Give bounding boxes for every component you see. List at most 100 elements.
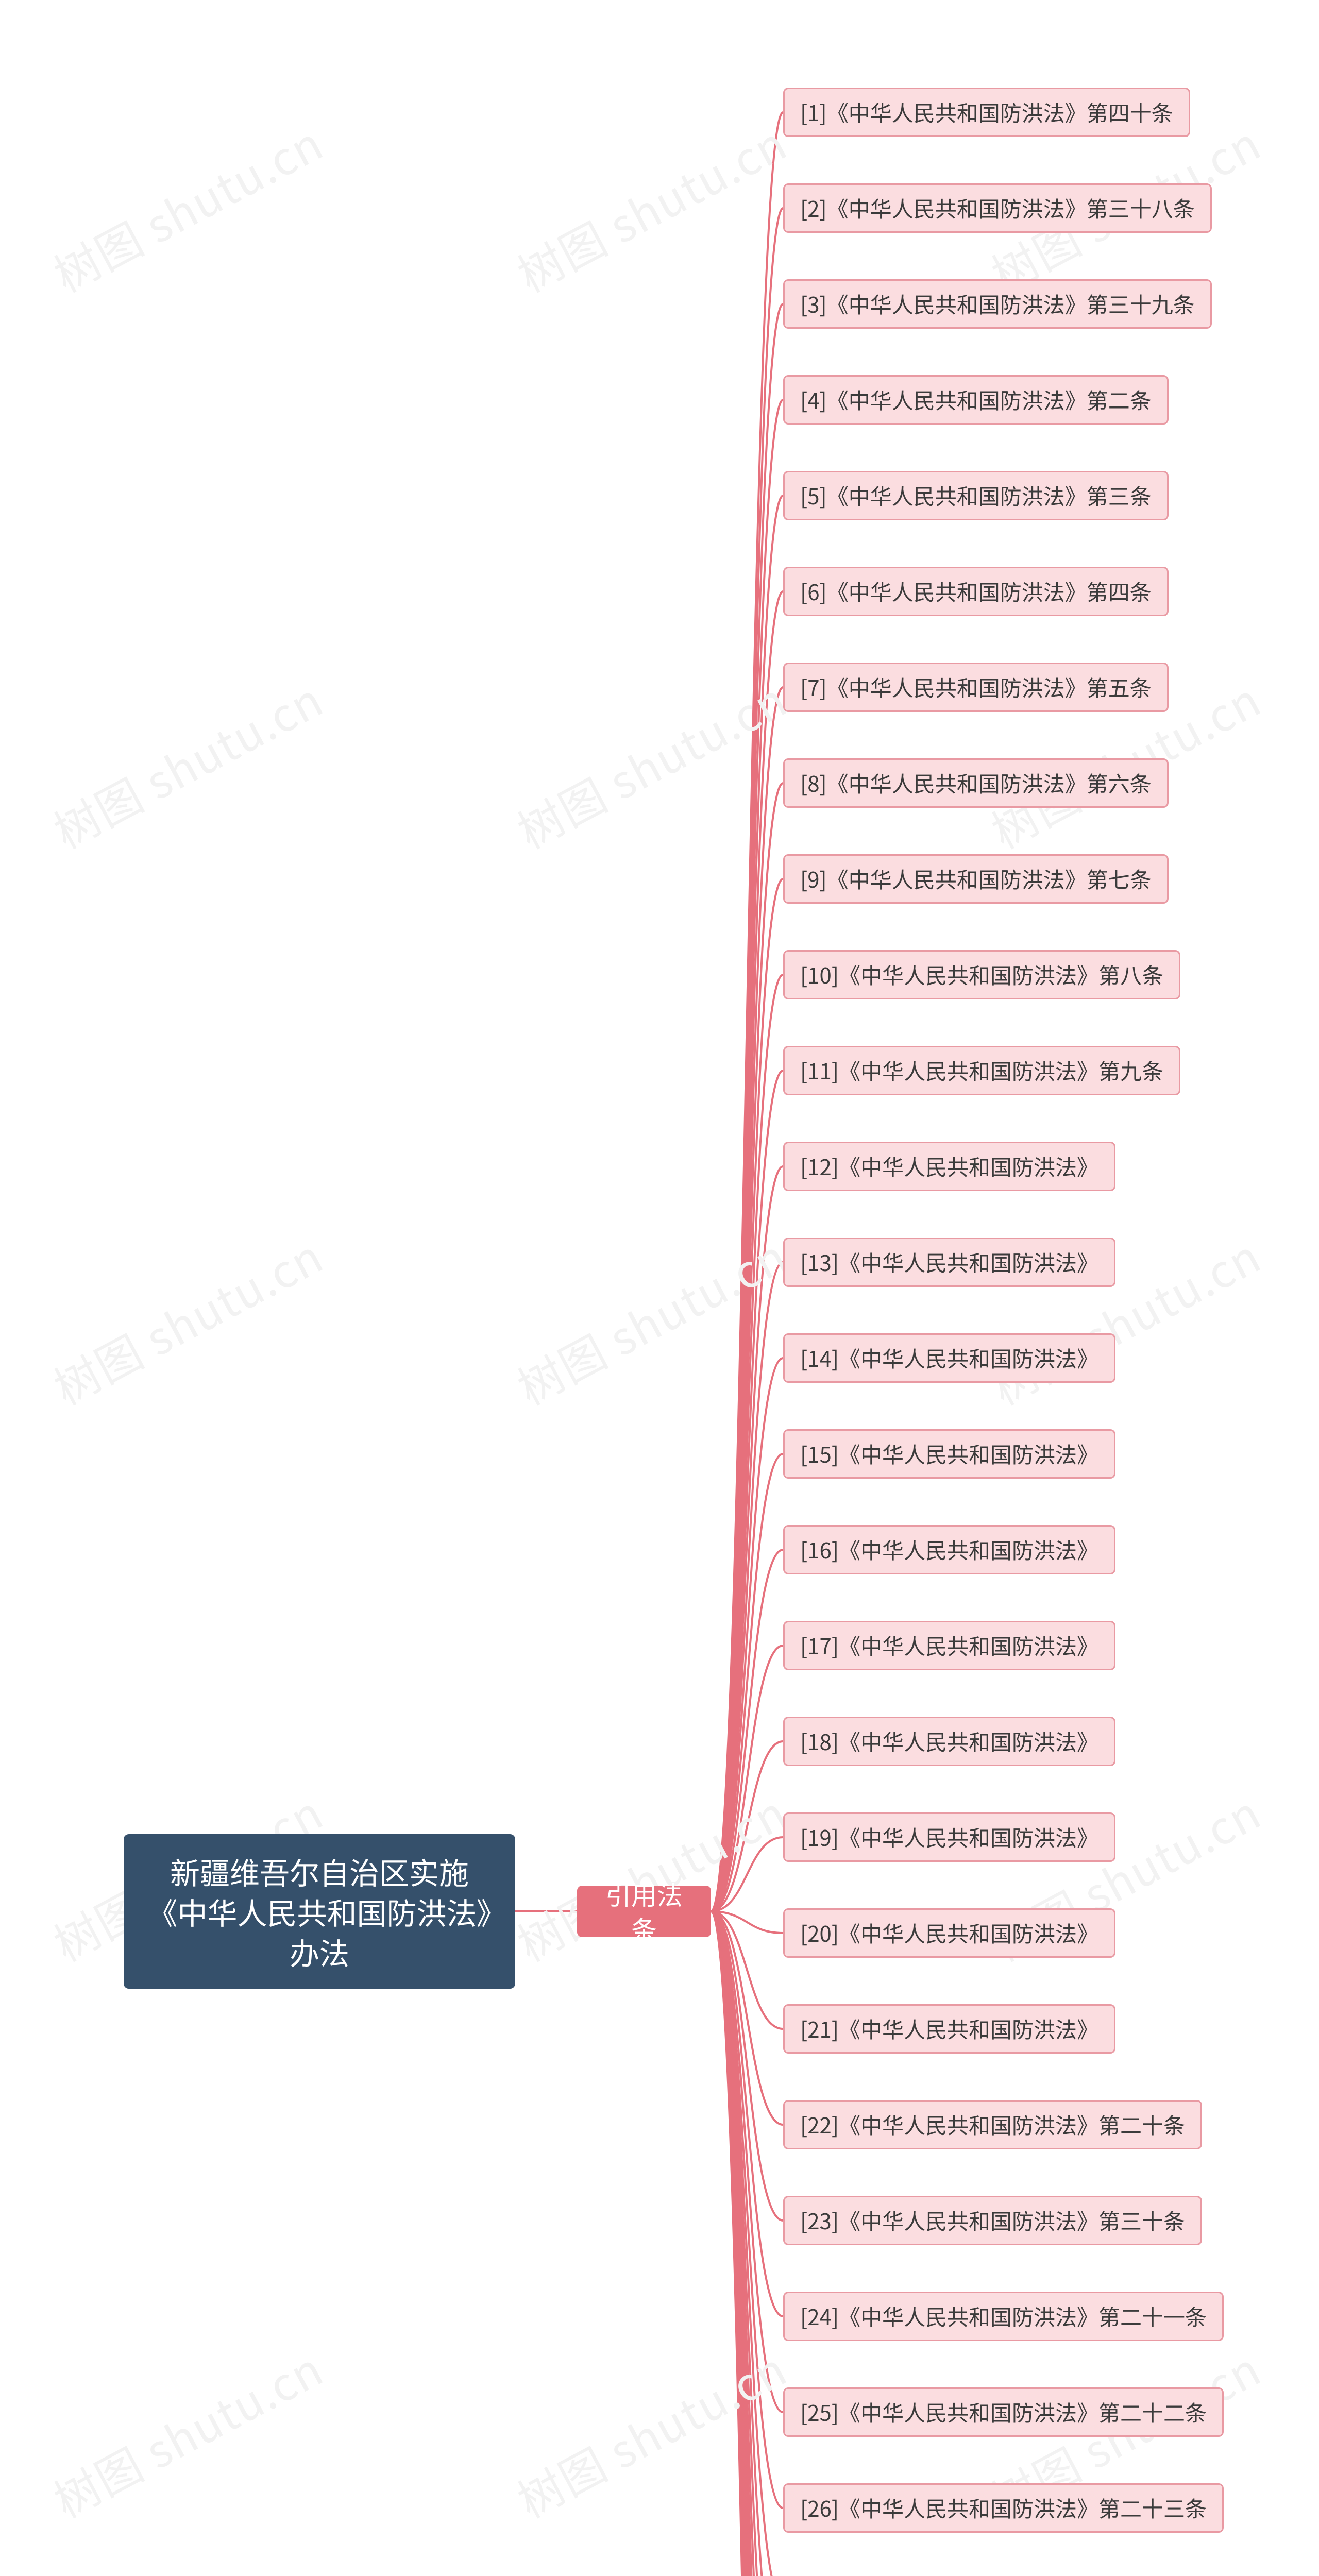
connector xyxy=(711,1911,783,2576)
leaf-label: [16]《中华人民共和国防洪法》 xyxy=(800,1535,1098,1565)
connector xyxy=(711,1911,783,2125)
leaf-node[interactable]: [14]《中华人民共和国防洪法》 xyxy=(783,1333,1115,1383)
connector xyxy=(711,1071,783,1911)
connector xyxy=(711,112,783,1911)
leaf-node[interactable]: [17]《中华人民共和国防洪法》 xyxy=(783,1621,1115,1670)
leaf-label: [10]《中华人民共和国防洪法》第八条 xyxy=(800,960,1163,990)
leaf-node[interactable]: [15]《中华人民共和国防洪法》 xyxy=(783,1429,1115,1479)
connector xyxy=(711,1454,783,1911)
watermark: 树图 shutu.cn xyxy=(505,1221,797,1418)
connector xyxy=(711,1911,783,2576)
mid-label: 引用法条 xyxy=(595,1877,694,1946)
watermark: 树图 shutu.cn xyxy=(41,665,333,861)
leaf-label: [5]《中华人民共和国防洪法》第三条 xyxy=(800,481,1152,511)
leaf-label: [18]《中华人民共和国防洪法》 xyxy=(800,1727,1098,1756)
leaf-label: [4]《中华人民共和国防洪法》第二条 xyxy=(800,385,1152,415)
leaf-node[interactable]: [3]《中华人民共和国防洪法》第三十九条 xyxy=(783,279,1212,329)
watermark: 树图 shutu.cn xyxy=(505,2334,797,2531)
connector xyxy=(711,1358,783,1911)
watermark: 树图 shutu.cn xyxy=(41,2334,333,2531)
leaf-node[interactable]: [18]《中华人民共和国防洪法》 xyxy=(783,1717,1115,1766)
leaf-node[interactable]: [13]《中华人民共和国防洪法》 xyxy=(783,1238,1115,1287)
connector xyxy=(711,1911,783,1933)
leaf-label: [25]《中华人民共和国防洪法》第二十二条 xyxy=(800,2398,1207,2427)
leaf-label: [24]《中华人民共和国防洪法》第二十一条 xyxy=(800,2302,1207,2331)
leaf-node[interactable]: [25]《中华人民共和国防洪法》第二十二条 xyxy=(783,2387,1224,2437)
leaf-node[interactable]: [22]《中华人民共和国防洪法》第二十条 xyxy=(783,2100,1202,2149)
connector xyxy=(711,1166,783,1911)
leaf-node[interactable]: [2]《中华人民共和国防洪法》第三十八条 xyxy=(783,183,1212,233)
leaf-label: [22]《中华人民共和国防洪法》第二十条 xyxy=(800,2110,1185,2140)
leaf-node[interactable]: [10]《中华人民共和国防洪法》第八条 xyxy=(783,950,1180,999)
mid-node[interactable]: 引用法条 xyxy=(577,1886,711,1937)
root-node[interactable]: 新疆维吾尔自治区实施《中华人民共和国防洪法》办法 xyxy=(124,1834,515,1989)
leaf-label: [7]《中华人民共和国防洪法》第五条 xyxy=(800,673,1152,702)
leaf-node[interactable]: [6]《中华人民共和国防洪法》第四条 xyxy=(783,567,1169,616)
connector xyxy=(711,1911,783,2576)
connector xyxy=(711,687,783,1911)
leaf-node[interactable]: [1]《中华人民共和国防洪法》第四十条 xyxy=(783,88,1190,137)
watermark: 树图 shutu.cn xyxy=(41,108,333,305)
leaf-label: [13]《中华人民共和国防洪法》 xyxy=(800,1248,1098,1277)
connector xyxy=(711,1262,783,1911)
leaf-label: [3]《中华人民共和国防洪法》第三十九条 xyxy=(800,290,1195,319)
leaf-node[interactable]: [16]《中华人民共和国防洪法》 xyxy=(783,1525,1115,1574)
connector xyxy=(711,1911,783,2576)
leaf-node[interactable]: [23]《中华人民共和国防洪法》第三十条 xyxy=(783,2196,1202,2245)
leaf-node[interactable]: [5]《中华人民共和国防洪法》第三条 xyxy=(783,471,1169,520)
connector xyxy=(711,400,783,1911)
leaf-node[interactable]: [4]《中华人民共和国防洪法》第二条 xyxy=(783,375,1169,425)
leaf-label: [15]《中华人民共和国防洪法》 xyxy=(800,1439,1098,1469)
leaf-node[interactable]: [7]《中华人民共和国防洪法》第五条 xyxy=(783,663,1169,712)
connector xyxy=(711,1741,783,1911)
leaf-node[interactable]: [24]《中华人民共和国防洪法》第二十一条 xyxy=(783,2292,1224,2341)
leaf-label: [2]《中华人民共和国防洪法》第三十八条 xyxy=(800,194,1195,223)
leaf-label: [21]《中华人民共和国防洪法》 xyxy=(800,2014,1098,2044)
connector xyxy=(711,496,783,1911)
leaf-node[interactable]: [11]《中华人民共和国防洪法》第九条 xyxy=(783,1046,1180,1095)
connector xyxy=(711,1911,783,2576)
leaf-label: [19]《中华人民共和国防洪法》 xyxy=(800,1823,1098,1852)
connector xyxy=(711,1646,783,1911)
connector xyxy=(711,591,783,1911)
leaf-label: [6]《中华人民共和国防洪法》第四条 xyxy=(800,577,1152,606)
watermark: 树图 shutu.cn xyxy=(505,665,797,861)
leaf-label: [9]《中华人民共和国防洪法》第七条 xyxy=(800,865,1152,894)
leaf-label: [8]《中华人民共和国防洪法》第六条 xyxy=(800,769,1152,798)
leaf-node[interactable]: [26]《中华人民共和国防洪法》第二十三条 xyxy=(783,2483,1224,2533)
root-label: 新疆维吾尔自治区实施《中华人民共和国防洪法》办法 xyxy=(142,1851,497,1972)
connector xyxy=(711,1911,783,2576)
leaf-label: [1]《中华人民共和国防洪法》第四十条 xyxy=(800,98,1173,127)
leaf-node[interactable]: [20]《中华人民共和国防洪法》 xyxy=(783,1908,1115,1958)
connector xyxy=(711,1911,783,2576)
leaf-label: [23]《中华人民共和国防洪法》第三十条 xyxy=(800,2206,1185,2235)
leaf-label: [26]《中华人民共和国防洪法》第二十三条 xyxy=(800,2494,1207,2523)
connector xyxy=(711,1911,783,2576)
leaf-label: [12]《中华人民共和国防洪法》 xyxy=(800,1152,1098,1181)
connector xyxy=(711,1911,783,2576)
leaf-node[interactable]: [8]《中华人民共和国防洪法》第六条 xyxy=(783,758,1169,808)
connector xyxy=(711,783,783,1911)
leaf-node[interactable]: [9]《中华人民共和国防洪法》第七条 xyxy=(783,854,1169,904)
leaf-label: [14]《中华人民共和国防洪法》 xyxy=(800,1344,1098,1373)
leaf-node[interactable]: [12]《中华人民共和国防洪法》 xyxy=(783,1142,1115,1191)
connector xyxy=(711,1837,783,1911)
connector xyxy=(711,1911,783,2576)
watermark: 树图 shutu.cn xyxy=(505,108,797,305)
connector xyxy=(711,304,783,1911)
connector xyxy=(711,1911,783,2029)
connector xyxy=(711,1911,783,2316)
connector xyxy=(711,1911,783,2576)
connector xyxy=(711,1911,783,2576)
leaf-node[interactable]: [19]《中华人民共和国防洪法》 xyxy=(783,1812,1115,1862)
leaf-label: [17]《中华人民共和国防洪法》 xyxy=(800,1631,1098,1660)
connector xyxy=(711,1550,783,1911)
connector xyxy=(711,1911,783,2576)
connector xyxy=(711,975,783,1911)
connector xyxy=(711,1911,783,2221)
leaf-node[interactable]: [21]《中华人民共和国防洪法》 xyxy=(783,2004,1115,2054)
connector xyxy=(711,1911,783,2508)
watermark: 树图 shutu.cn xyxy=(41,1221,333,1418)
connector xyxy=(711,879,783,1911)
connector xyxy=(711,208,783,1911)
